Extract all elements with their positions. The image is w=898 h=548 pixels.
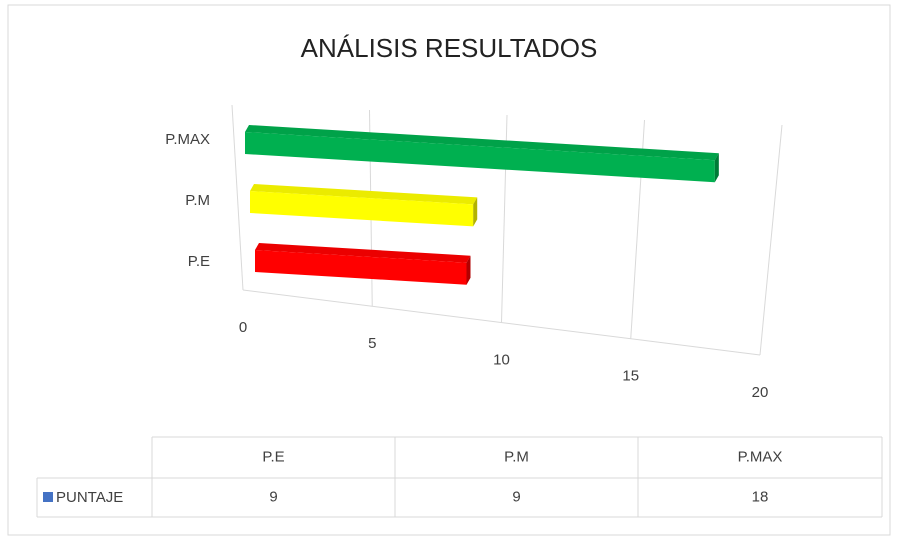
bar-front (245, 132, 715, 183)
bar-end (473, 197, 478, 227)
x-tick-label: 5 (368, 335, 376, 352)
bar-top (250, 184, 478, 205)
bar (255, 243, 471, 285)
table-value: 9 (512, 488, 520, 505)
chart-title: ANÁLISIS RESULTADOS (301, 33, 598, 63)
y-tick-label: P.E (188, 253, 210, 270)
bar-top (250, 184, 478, 205)
legend-label: PUNTAJE (56, 489, 123, 506)
x-tick-label: 0 (239, 319, 247, 336)
bar-top (255, 243, 471, 263)
table-value: 18 (752, 488, 769, 505)
bar (250, 184, 478, 227)
table-header: P.MAX (738, 448, 783, 465)
y-tick-label: P.MAX (165, 131, 210, 148)
bar-end (473, 197, 478, 227)
x-tick-label: 15 (622, 368, 639, 385)
bar-front (255, 250, 467, 285)
bar-end (714, 153, 719, 183)
table-header: P.E (262, 448, 284, 465)
x-tick-label: 20 (752, 384, 769, 401)
bar-top (245, 125, 719, 161)
x-tick-label: 10 (493, 351, 510, 368)
y-tick-label: P.M (185, 192, 210, 209)
bar (245, 125, 719, 183)
bar-end (714, 153, 719, 183)
bar-top (245, 125, 719, 161)
bar-front (250, 191, 474, 227)
bar-top (255, 243, 471, 263)
bar-end (466, 255, 471, 285)
grid-line (231, 104, 244, 291)
legend-key (43, 492, 53, 502)
grid-line (759, 124, 783, 356)
bar-end (466, 255, 471, 285)
table-value: 9 (269, 488, 277, 505)
floor-line (242, 289, 761, 356)
table-header: P.M (504, 448, 529, 465)
